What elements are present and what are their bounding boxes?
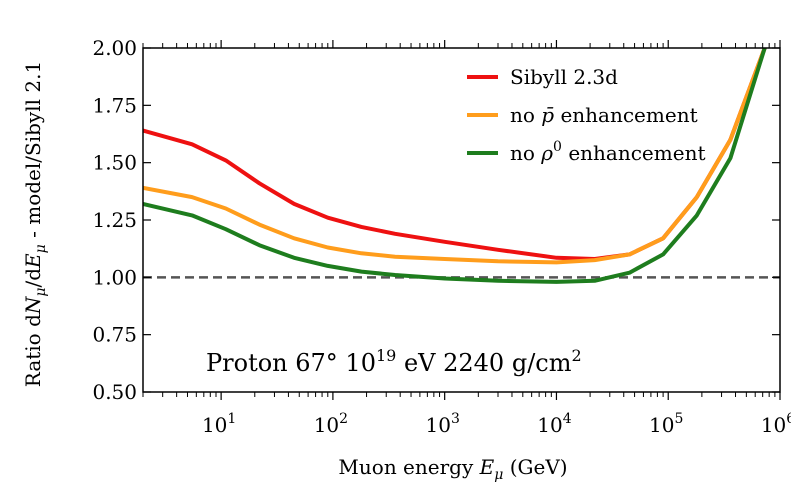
legend-label-no-rho: no ρ0 enhancement [510, 139, 705, 165]
x-tick-label: 103 [425, 411, 459, 437]
y-tick-label: 2.00 [92, 36, 137, 60]
label-layer: 0.50 0.75 1.00 1.25 1.50 1.75 2.00 101 102 103 104… [92, 36, 791, 437]
y-tick-label: 0.50 [92, 380, 137, 404]
y-tick-label: 1.00 [92, 265, 137, 289]
y-tick-label: 1.25 [92, 208, 137, 232]
y-axis-title: Ratio dNμ/dEμ - model/Sibyll 2.1 [21, 61, 49, 387]
x-tick-label: 106 [761, 411, 791, 437]
plot-frame [142, 47, 781, 393]
legend: Sibyll 2.3d no p̄ enhancement no ρ0 enha… [467, 65, 705, 165]
x-tick-label: 104 [537, 411, 571, 437]
x-tick-label: 105 [649, 411, 683, 437]
series-line-1 [143, 48, 767, 265]
y-tick-label: 1.50 [92, 151, 137, 175]
legend-label-sibyll: Sibyll 2.3d [510, 65, 618, 89]
annotation-text: Proton 67° 1019 eV 2240 g/cm2 [206, 346, 582, 377]
x-axis-title: Muon energy Eμ (GeV) [338, 455, 567, 483]
legend-label-no-pbar: no p̄ enhancement [510, 103, 698, 127]
x-tick-label: 101 [202, 411, 236, 437]
tick-layer [142, 40, 781, 400]
series-layer [143, 48, 767, 284]
y-tick-label: 1.75 [92, 93, 137, 117]
series-line-2 [143, 48, 767, 284]
x-tick-label: 102 [314, 411, 348, 437]
y-tick-label: 0.75 [92, 323, 137, 347]
